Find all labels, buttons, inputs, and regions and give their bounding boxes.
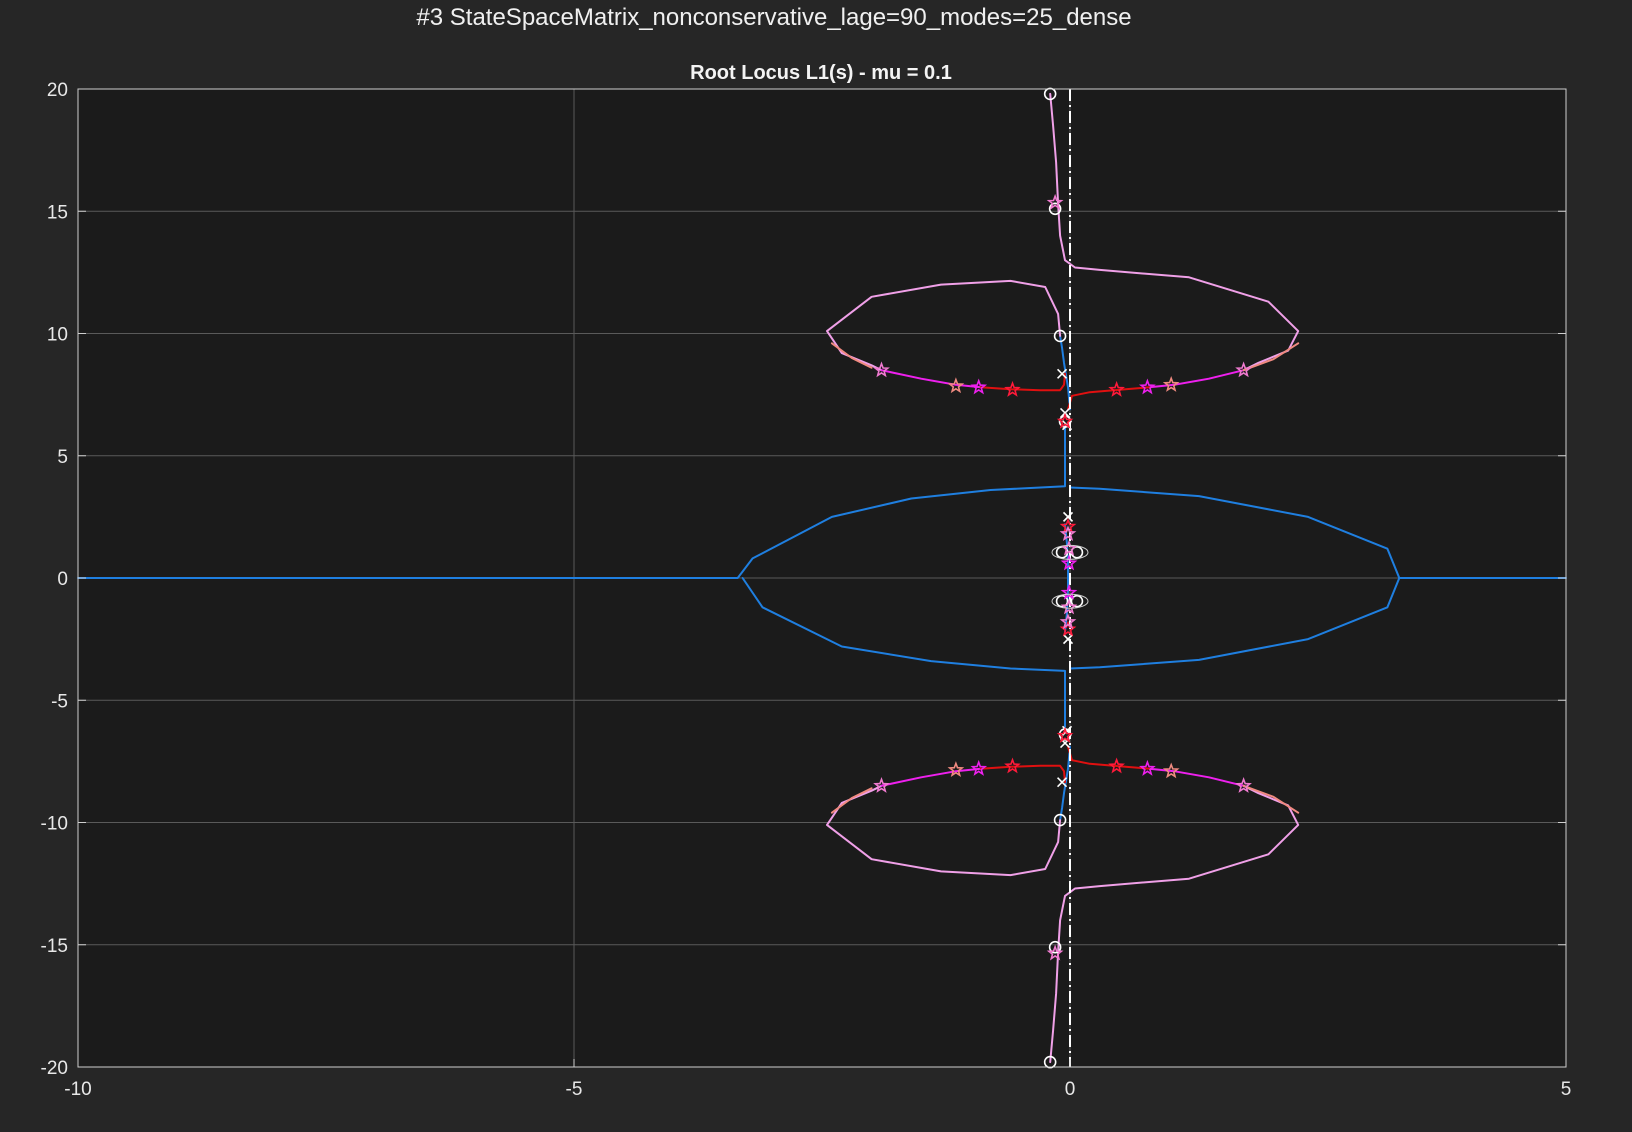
zero-marker xyxy=(1043,1055,1057,1069)
star-marker-pink xyxy=(1059,613,1077,630)
zero-marker xyxy=(1055,594,1069,608)
star-marker-magenta xyxy=(1060,583,1078,600)
star-marker-red xyxy=(1108,380,1125,397)
y-tick-label: 20 xyxy=(47,80,68,101)
tick-labels: -10 -5 0 5 -20 -15 -10 -5 0 5 10 15 20 xyxy=(41,80,1572,1100)
locus-branch-magenta xyxy=(1148,369,1245,389)
locus-branch-blue xyxy=(1064,523,1069,633)
star-marker-red xyxy=(1059,620,1077,637)
locus-branch-pink xyxy=(826,279,1062,372)
y-tick-label: 0 xyxy=(57,569,68,590)
star-marker-salmon xyxy=(947,377,965,394)
star-marker-red xyxy=(1004,757,1021,774)
x-tick-label: 5 xyxy=(1561,1079,1572,1100)
star-marker-magenta xyxy=(970,759,988,776)
star-marker-pink xyxy=(873,361,890,378)
locus-branch-red xyxy=(979,372,1066,392)
locus-branch-pink xyxy=(826,784,1062,877)
locus-branch-salmon xyxy=(830,787,873,814)
locus-branch-blue xyxy=(741,577,1066,729)
locus-branch-salmon xyxy=(830,342,873,369)
star-marker-pink xyxy=(1235,361,1253,378)
y-tick-label: -15 xyxy=(41,936,68,957)
x-tick-label: 0 xyxy=(1065,1079,1076,1100)
zero-marker xyxy=(1048,940,1062,954)
y-tick-label: -10 xyxy=(41,814,68,835)
locus-branch-pink xyxy=(1049,92,1300,372)
markers xyxy=(873,87,1253,1069)
zero-marker xyxy=(1070,594,1084,608)
locus-branch-magenta xyxy=(880,369,982,389)
figure-title: #3 StateSpaceMatrix_nonconservative_lage… xyxy=(416,4,1132,31)
locus-branch-magenta xyxy=(880,767,982,787)
star-marker-pink xyxy=(873,777,890,793)
zero-marker xyxy=(1043,87,1057,101)
origin-cluster-arc xyxy=(1051,593,1089,609)
star-marker-salmon xyxy=(1162,376,1180,392)
star-marker-magenta xyxy=(1060,554,1078,571)
locus-branch-blue xyxy=(1059,334,1071,411)
locus-branch-red xyxy=(979,764,1066,784)
y-tick-label: -20 xyxy=(41,1058,68,1079)
y-tick-label: 5 xyxy=(57,447,68,468)
star-marker-pink xyxy=(1060,598,1078,615)
star-marker-magenta xyxy=(970,378,988,395)
star-marker-pink xyxy=(1046,193,1064,210)
star-marker-salmon xyxy=(947,761,965,778)
pole-marker xyxy=(1056,777,1068,788)
star-marker-magenta xyxy=(1138,378,1156,395)
x-tick-label: -10 xyxy=(64,1079,91,1100)
x-tick-label: -5 xyxy=(566,1079,583,1100)
locus-branch-blue xyxy=(1059,745,1071,822)
zero-marker xyxy=(1053,329,1067,343)
y-tick-label: -5 xyxy=(51,691,68,712)
star-marker-red xyxy=(1056,726,1074,743)
y-tick-label: 15 xyxy=(47,202,68,223)
star-marker-pink xyxy=(1235,777,1252,793)
zero-marker xyxy=(1048,202,1062,216)
zero-marker xyxy=(1053,813,1067,827)
y-tick-label: 10 xyxy=(47,325,68,346)
pole-marker xyxy=(1062,634,1074,645)
origin-cluster-arc xyxy=(1051,544,1089,560)
locus-branches xyxy=(77,92,1567,1064)
star-marker-red xyxy=(1056,412,1074,429)
star-marker-pink xyxy=(1059,525,1077,542)
star-marker-pink xyxy=(1060,539,1078,556)
star-marker-magenta xyxy=(1139,759,1156,776)
star-marker-salmon xyxy=(1162,762,1180,779)
locus-branch-blue xyxy=(1069,577,1401,670)
locus-branch-salmon xyxy=(1242,342,1300,372)
pole-marker xyxy=(1062,511,1074,522)
locus-branch-magenta xyxy=(1148,767,1245,787)
star-marker-red xyxy=(1108,757,1126,774)
pole-marker xyxy=(1056,368,1068,379)
star-marker-pink xyxy=(1046,944,1064,961)
locus-branch-pink xyxy=(1049,784,1300,1064)
locus-branch-blue xyxy=(77,425,1066,579)
locus-branch-salmon xyxy=(1242,784,1300,814)
axes-title: Root Locus L1(s) - mu = 0.1 xyxy=(690,62,952,84)
star-marker-red xyxy=(1004,380,1021,397)
